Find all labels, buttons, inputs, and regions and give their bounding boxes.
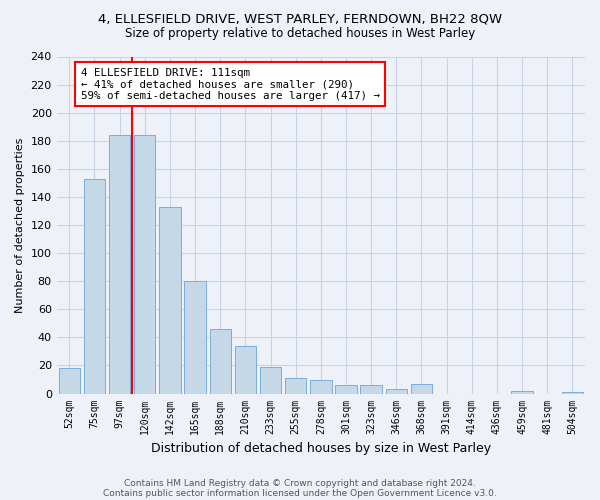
- Text: 4, ELLESFIELD DRIVE, WEST PARLEY, FERNDOWN, BH22 8QW: 4, ELLESFIELD DRIVE, WEST PARLEY, FERNDO…: [98, 12, 502, 26]
- Text: 4 ELLESFIELD DRIVE: 111sqm
← 41% of detached houses are smaller (290)
59% of sem: 4 ELLESFIELD DRIVE: 111sqm ← 41% of deta…: [80, 68, 380, 101]
- Text: Contains HM Land Registry data © Crown copyright and database right 2024.: Contains HM Land Registry data © Crown c…: [124, 478, 476, 488]
- Bar: [209, 329, 231, 394]
- Bar: [59, 368, 80, 394]
- Y-axis label: Number of detached properties: Number of detached properties: [15, 138, 25, 312]
- Bar: [184, 281, 206, 394]
- Bar: [386, 390, 407, 394]
- Bar: [109, 135, 130, 394]
- Bar: [235, 346, 256, 394]
- Text: Contains public sector information licensed under the Open Government Licence v3: Contains public sector information licen…: [103, 488, 497, 498]
- Bar: [260, 367, 281, 394]
- Bar: [562, 392, 583, 394]
- Bar: [84, 178, 105, 394]
- Bar: [361, 385, 382, 394]
- Text: Size of property relative to detached houses in West Parley: Size of property relative to detached ho…: [125, 28, 475, 40]
- Bar: [285, 378, 307, 394]
- Bar: [134, 135, 155, 394]
- X-axis label: Distribution of detached houses by size in West Parley: Distribution of detached houses by size …: [151, 442, 491, 455]
- Bar: [411, 384, 432, 394]
- Bar: [159, 207, 181, 394]
- Bar: [335, 385, 356, 394]
- Bar: [511, 390, 533, 394]
- Bar: [310, 380, 332, 394]
